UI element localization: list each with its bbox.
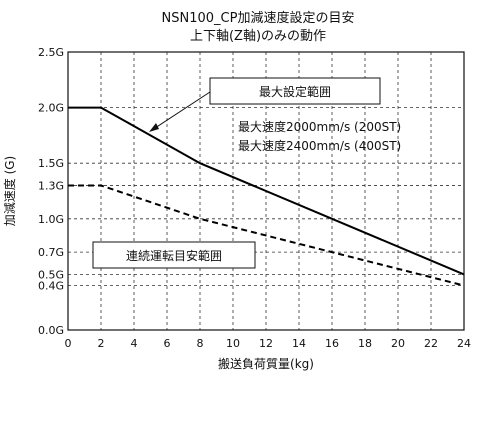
- series-continuous-line: [68, 184, 465, 287]
- max-range-arrowhead: [149, 123, 159, 132]
- speed-note-400st: 最大速度2400mm/s (400ST): [238, 138, 401, 153]
- y-tick-label: 1.0G: [38, 213, 64, 226]
- y-tick-label: 2.0G: [38, 102, 64, 115]
- y-tick-label: 2.5G: [38, 46, 64, 59]
- x-tick-label: 12: [259, 337, 273, 350]
- y-tick-label: 1.3G: [38, 179, 64, 192]
- tick-labels: 0 2 4 6 8 10 12 14 16 18 20 22 240.0G0.4G0.5G0.7G1.0…: [38, 46, 471, 350]
- plot-frame: [67, 51, 465, 331]
- x-axis-label: 搬送負荷質量(kg): [218, 356, 314, 371]
- y-axis-label: 加減速度 (G): [2, 156, 17, 226]
- y-tick-label: 1.5G: [38, 157, 64, 170]
- series-max-setting-line: [68, 106, 465, 276]
- x-tick-label: 16: [325, 337, 339, 350]
- max-range-label: 最大設定範囲: [259, 84, 331, 99]
- series-group: [68, 106, 465, 287]
- chart-title: NSN100_CP加減速度設定の目安: [162, 10, 355, 26]
- x-tick-label: 18: [358, 337, 372, 350]
- continuous-range-box: [92, 241, 256, 269]
- x-tick-label: 0: [65, 337, 72, 350]
- x-tick-label: 20: [391, 337, 405, 350]
- x-tick-label: 2: [98, 337, 105, 350]
- chart-subtitle: 上下軸(Z軸)のみの動作: [190, 29, 326, 44]
- x-tick-label: 14: [292, 337, 306, 350]
- x-tick-label: 8: [197, 337, 204, 350]
- x-tick-label: 4: [131, 337, 138, 350]
- x-tick-label: 10: [226, 337, 240, 350]
- max-range-box: [209, 77, 381, 105]
- y-tick-label: 0.5G: [38, 268, 64, 281]
- continuous-range-label: 連続運転目安範囲: [126, 248, 222, 263]
- y-tick-label: 0.4G: [38, 280, 64, 293]
- x-tick-label: 22: [424, 337, 438, 350]
- speed-note-200st: 最大速度2000mm/s (200ST): [238, 119, 401, 134]
- y-tick-label: 0.7G: [38, 246, 64, 259]
- y-tick-label: 0.0G: [38, 324, 64, 337]
- x-tick-label: 6: [164, 337, 171, 350]
- grid: [68, 52, 464, 330]
- x-tick-label: 24: [457, 337, 471, 350]
- max-range-arrow: [151, 91, 211, 131]
